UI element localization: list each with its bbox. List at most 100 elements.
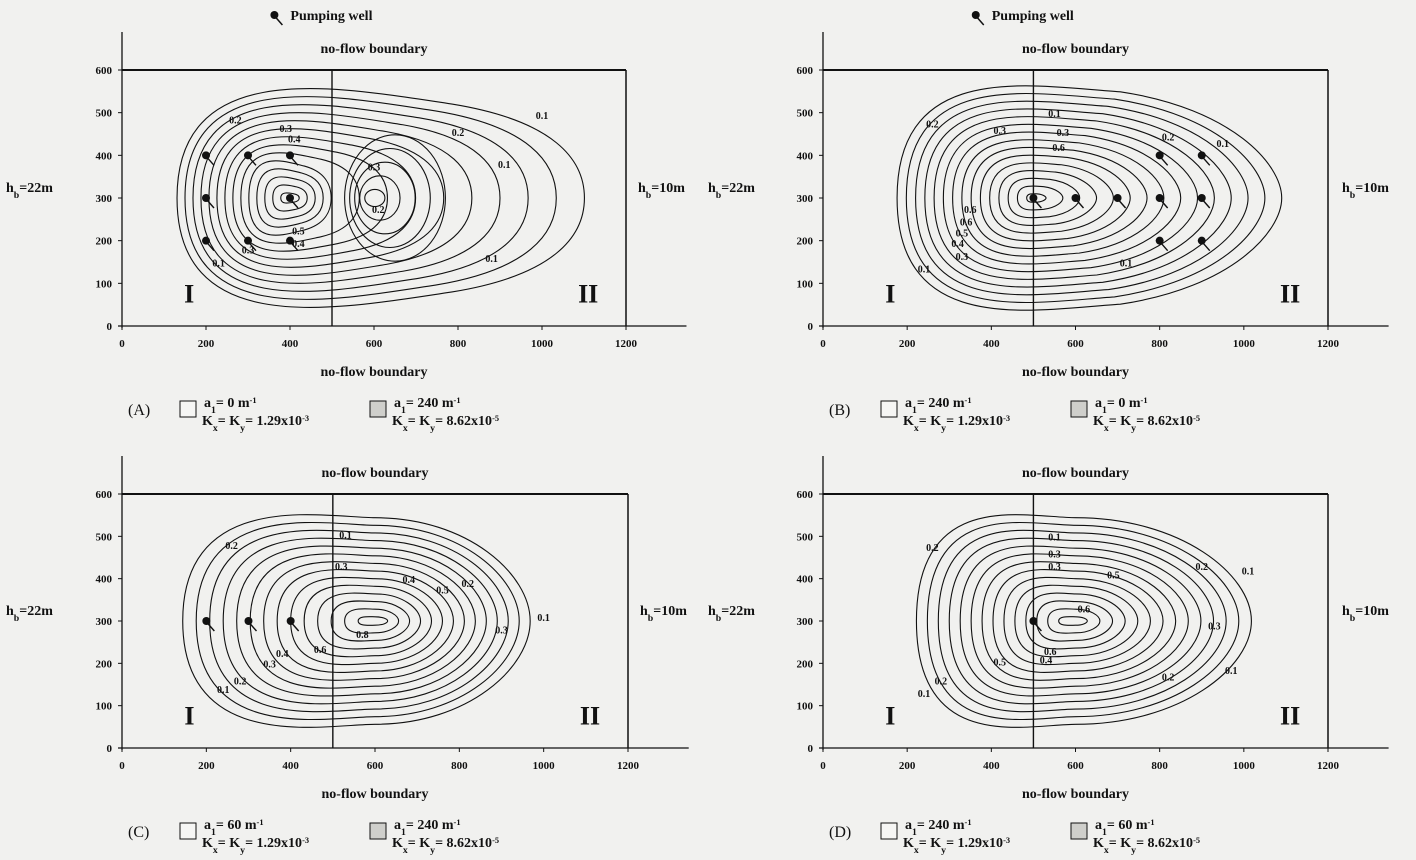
- x-tick-label: 1000: [1233, 338, 1256, 350]
- contour-line: [344, 134, 446, 262]
- contour-value-label: 0.3: [263, 660, 276, 671]
- contour-value-label: 0.6: [1052, 143, 1065, 154]
- contour-value-label: 0.2: [1196, 562, 1209, 573]
- legend-a-value: a1= 240 m-1: [905, 818, 972, 838]
- contour-lines: [896, 85, 1283, 311]
- contour-value-label: 0.2: [452, 128, 465, 139]
- contour-value-label: 0.5: [994, 657, 1007, 668]
- pumping-well-marker: [1155, 151, 1164, 160]
- y-tick-label: 500: [797, 108, 814, 120]
- contour-line: [981, 561, 1177, 681]
- contour-value-label: 0.2: [935, 677, 948, 688]
- y-tick-label: 500: [96, 531, 113, 543]
- legend-k-value: Kx= Ky= 1.29x10-3: [202, 836, 309, 856]
- contour-value-label: 0.1: [485, 254, 498, 265]
- top-boundary-label: no-flow boundary: [321, 42, 428, 57]
- contour-line: [209, 529, 509, 713]
- pumping-well-stem: [1160, 156, 1169, 166]
- contour-line: [1058, 616, 1088, 626]
- contour-value-label: 0.3: [1048, 562, 1061, 573]
- x-tick-label: 200: [198, 338, 215, 350]
- contour-value-label: 0.2: [372, 205, 385, 216]
- zone-ii-swatch: [369, 822, 387, 840]
- contour-line: [979, 154, 1131, 242]
- zone-label-i: I: [885, 280, 895, 309]
- pumping-well-stem: [290, 156, 299, 166]
- contour-line: [959, 545, 1202, 697]
- pumping-well-marker: [1113, 194, 1122, 202]
- bottom-boundary-label: no-flow boundary: [1022, 787, 1129, 802]
- x-tick-label: 1000: [533, 760, 556, 772]
- zone-label-i: I: [184, 280, 194, 309]
- contour-line: [176, 88, 585, 308]
- contour-line: [1003, 576, 1151, 666]
- pumping-well-stem: [290, 242, 299, 252]
- legend-k-value: Kx= Ky= 8.62x10-5: [1093, 414, 1200, 434]
- x-tick-label: 600: [1067, 760, 1084, 772]
- x-tick-label: 1000: [531, 338, 554, 350]
- contour-line: [200, 112, 501, 284]
- x-tick-label: 800: [450, 338, 467, 350]
- contour-line: [317, 592, 422, 650]
- right-head-label: hb=10m: [640, 604, 687, 624]
- x-tick-label: 1200: [1317, 760, 1340, 772]
- y-tick-label: 500: [96, 108, 113, 120]
- y-tick-label: 400: [96, 150, 113, 162]
- contour-line: [264, 176, 316, 220]
- legend-k-value: Kx= Ky= 8.62x10-5: [392, 414, 499, 434]
- zone-label-ii: II: [578, 280, 598, 309]
- zone-label-ii: II: [1280, 702, 1300, 731]
- x-tick-label: 1200: [1317, 338, 1340, 350]
- contour-lines: [176, 88, 585, 308]
- right-head-label: hb=10m: [1342, 604, 1389, 624]
- contour-value-label: 0.3: [495, 626, 508, 637]
- contour-line: [937, 529, 1227, 713]
- contour-value-label: 0.4: [951, 239, 964, 250]
- pumping-well-stem: [1075, 199, 1085, 209]
- contour-value-label: 0.5: [956, 228, 969, 239]
- contour-value-label: 0.3: [956, 252, 969, 263]
- pumping-well-marker: [1155, 236, 1164, 245]
- contour-line: [359, 175, 401, 221]
- legend-a-value: a1= 240 m-1: [905, 396, 972, 416]
- contour-line: [952, 131, 1182, 265]
- contour-value-label: 0.3: [242, 245, 255, 256]
- bottom-boundary-label: no-flow boundary: [1022, 365, 1129, 380]
- contour-value-label: 0.1: [1225, 666, 1238, 677]
- pumping-well-marker: [202, 236, 210, 245]
- left-head-label: hb=22m: [6, 604, 53, 624]
- pumping-well-marker: [1155, 194, 1164, 202]
- y-tick-label: 600: [96, 489, 113, 501]
- x-tick-label: 1200: [615, 338, 638, 350]
- legend-k-value: Kx= Ky= 1.29x10-3: [903, 836, 1010, 856]
- contour-value-label: 0.2: [462, 579, 475, 590]
- panel-label: (D): [829, 824, 851, 841]
- contour-line: [192, 104, 529, 292]
- zone-ii-swatch: [1070, 822, 1088, 840]
- pumping-well-icon: [270, 11, 279, 19]
- bottom-boundary-label: no-flow boundary: [322, 787, 429, 802]
- contour-value-label: 0.2: [1162, 672, 1175, 683]
- x-tick-label: 600: [367, 760, 384, 772]
- contour-line: [344, 608, 400, 634]
- x-tick-label: 600: [1067, 338, 1084, 350]
- contour-line: [354, 161, 416, 235]
- zone-i-swatch: [179, 400, 197, 418]
- contour-line: [303, 584, 433, 658]
- y-tick-label: 500: [797, 531, 814, 543]
- pumping-well-icon: [971, 11, 980, 19]
- contour-value-label: 0.2: [926, 120, 939, 131]
- panel-c: 0 200 400 600 800 1000 1200 0 100 200 300 400 500 600…: [6, 456, 689, 856]
- pumping-well-stem: [976, 16, 985, 26]
- contour-value-label: 0.3: [1208, 621, 1221, 632]
- x-tick-label: 800: [451, 760, 468, 772]
- contour-value-label: 0.8: [356, 630, 369, 641]
- pumping-well-marker: [1197, 151, 1206, 160]
- pumping-well-stem: [1202, 156, 1211, 166]
- contour-value-label: 0.5: [436, 585, 449, 596]
- contour-value-label: 0.6: [960, 218, 973, 229]
- right-head-label: hb=10m: [1342, 181, 1389, 201]
- contour-value-label: 0.2: [926, 543, 939, 554]
- contour-lines: [182, 514, 531, 728]
